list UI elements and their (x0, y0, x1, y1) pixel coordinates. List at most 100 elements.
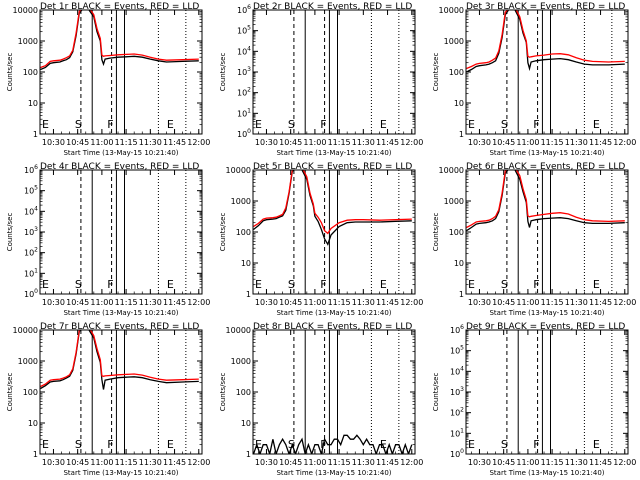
panel-title: Det 1r BLACK = Events, RED = LLD (40, 2, 199, 12)
x-tick-label: 12:00 (613, 298, 636, 307)
marker-label: E (593, 438, 600, 451)
plot-frame (39, 329, 203, 455)
marker-label: E (167, 278, 174, 291)
x-tick-label: 11:15 (115, 138, 138, 147)
y-tick-label: 10000 (13, 326, 38, 335)
series-lld-line (40, 10, 199, 69)
x-tick-label: 12:00 (400, 458, 423, 467)
y-tick-label: 10 (241, 419, 251, 428)
series-events-line (466, 170, 625, 232)
y-tick-label: 10000 (439, 6, 464, 15)
y-axis-label: Counts/sec (219, 213, 227, 252)
x-tick-label: 11:15 (541, 298, 564, 307)
panel-title: Det 8r BLACK = Events, RED = LLD (253, 322, 412, 332)
y-tick-label: 100 (449, 228, 464, 237)
x-axis-label: Start Time (13-May-15 10:21:40) (276, 469, 391, 477)
y-axis-label: Counts/sec (432, 213, 440, 252)
y-tick-label: 1000 (444, 197, 464, 206)
x-tick-label: 10:30 (468, 138, 491, 147)
x-tick-label: 11:00 (90, 298, 113, 307)
panel-title: Det 9r BLACK = Events, RED = LLD (466, 322, 625, 332)
y-tick-label: 106 (24, 164, 38, 175)
y-tick-label: 104 (237, 45, 251, 56)
x-axis-label: Start Time (13-May-15 10:21:40) (276, 309, 391, 317)
marker-label: F (107, 118, 113, 131)
y-tick-label: 101 (237, 107, 251, 118)
y-tick-label: 101 (450, 427, 464, 438)
marker-label: E (468, 438, 475, 451)
y-tick-label: 1 (33, 130, 38, 139)
x-axis-label: Start Time (13-May-15 10:21:40) (276, 149, 391, 157)
series-lld-line (466, 170, 625, 229)
y-tick-label: 10000 (439, 166, 464, 175)
y-tick-label: 100 (236, 388, 251, 397)
y-tick-label: 102 (24, 247, 38, 258)
x-tick-label: 10:30 (468, 298, 491, 307)
x-tick-label: 11:00 (303, 458, 326, 467)
plot-frame (465, 9, 629, 135)
x-tick-label: 11:15 (115, 458, 138, 467)
x-tick-label: 10:30 (255, 298, 278, 307)
plot-frame (252, 329, 416, 455)
x-tick-label: 10:45 (492, 138, 515, 147)
marker-label: F (107, 278, 113, 291)
x-axis-label: Start Time (13-May-15 10:21:40) (63, 149, 178, 157)
panel-2: Det 2r BLACK = Events, RED = LLD E S F E 100 1… (219, 2, 423, 157)
marker-label: E (593, 118, 600, 131)
x-tick-label: 11:45 (589, 138, 612, 147)
x-tick-label: 11:45 (163, 138, 186, 147)
x-tick-label: 11:15 (328, 458, 351, 467)
series-events-line (253, 170, 412, 246)
y-tick-label: 103 (450, 386, 464, 397)
y-tick-label: 10000 (226, 166, 251, 175)
x-tick-label: 10:30 (42, 138, 65, 147)
marker-label: E (380, 438, 387, 451)
x-axis-label: Start Time (13-May-15 10:21:40) (489, 309, 604, 317)
y-tick-label: 10000 (13, 6, 38, 15)
marker-label: E (380, 278, 387, 291)
panel-title: Det 5r BLACK = Events, RED = LLD (253, 162, 412, 172)
panel-title: Det 6r BLACK = Events, RED = LLD (466, 162, 625, 172)
marker-label: F (320, 438, 326, 451)
series-events-line (466, 10, 625, 73)
x-tick-label: 10:45 (66, 138, 89, 147)
x-tick-label: 10:45 (66, 298, 89, 307)
marker-label: E (468, 278, 475, 291)
y-tick-label: 105 (24, 185, 38, 196)
y-tick-label: 102 (237, 87, 251, 98)
x-tick-label: 11:30 (139, 298, 162, 307)
y-tick-label: 100 (450, 448, 464, 459)
marker-label: E (468, 118, 475, 131)
y-tick-label: 100 (237, 128, 251, 139)
x-tick-label: 11:45 (163, 298, 186, 307)
x-tick-label: 10:30 (42, 298, 65, 307)
marker-label: S (501, 438, 508, 451)
y-tick-label: 100 (23, 388, 38, 397)
panel-title: Det 3r BLACK = Events, RED = LLD (466, 2, 625, 12)
marker-label: F (320, 118, 326, 131)
series-events-line (253, 434, 413, 454)
x-axis-label: Start Time (13-May-15 10:21:40) (489, 469, 604, 477)
x-tick-label: 12:00 (187, 458, 210, 467)
x-axis-label: Start Time (13-May-15 10:21:40) (63, 309, 178, 317)
x-tick-label: 11:45 (163, 458, 186, 467)
x-tick-label: 12:00 (187, 298, 210, 307)
marker-label: S (288, 438, 295, 451)
x-tick-label: 11:15 (115, 298, 138, 307)
y-tick-label: 10 (28, 99, 38, 108)
marker-label: E (593, 278, 600, 291)
marker-label: F (533, 118, 539, 131)
y-tick-label: 1 (246, 450, 251, 459)
x-tick-label: 10:45 (279, 298, 302, 307)
y-tick-label: 10 (454, 259, 464, 268)
series-lld-line (40, 330, 199, 388)
y-tick-label: 1000 (231, 357, 251, 366)
x-tick-label: 11:15 (328, 138, 351, 147)
marker-label: E (42, 438, 49, 451)
y-tick-label: 1 (33, 450, 38, 459)
x-tick-label: 11:30 (139, 138, 162, 147)
